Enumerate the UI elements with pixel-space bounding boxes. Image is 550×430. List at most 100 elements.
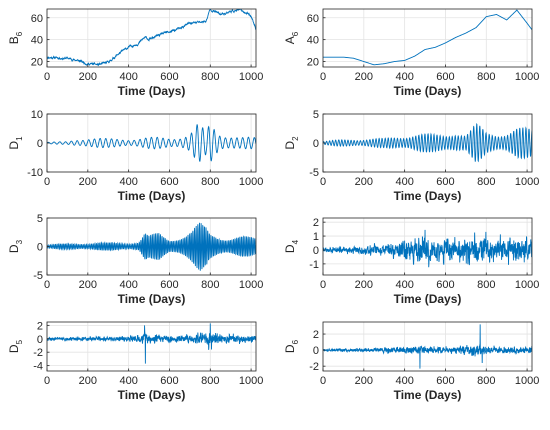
- x-axis-label: Time (Days): [394, 189, 462, 203]
- y-tick-label: 1: [313, 231, 319, 243]
- x-tick-label: 0: [320, 176, 326, 188]
- series-line: [47, 222, 256, 271]
- x-tick-label: 400: [119, 375, 137, 387]
- x-tick-label: 0: [320, 279, 326, 291]
- y-axis-label: D2: [283, 136, 300, 150]
- y-tick-label: 5: [313, 109, 319, 121]
- x-tick-label: 400: [395, 375, 413, 387]
- x-tick-label: 800: [201, 176, 219, 188]
- y-tick-label: 60: [307, 13, 319, 25]
- y-tick-label: 2: [313, 329, 319, 341]
- x-tick-label: 800: [201, 71, 219, 83]
- y-tick-label: 40: [31, 35, 43, 47]
- y-tick-label: 20: [307, 57, 319, 69]
- x-axis-label: Time (Days): [394, 84, 462, 98]
- x-tick-label: 200: [355, 375, 373, 387]
- x-tick-label: 1000: [239, 375, 263, 387]
- series-line: [47, 124, 256, 162]
- y-axis-label: D1: [7, 136, 24, 150]
- y-tick-label: 2: [37, 320, 43, 332]
- x-tick-label: 1000: [515, 375, 539, 387]
- x-tick-label: 600: [436, 176, 454, 188]
- y-tick-label: -4: [33, 361, 43, 373]
- x-axis-label: Time (Days): [118, 388, 186, 402]
- x-tick-label: 400: [395, 279, 413, 291]
- x-tick-label: 200: [79, 375, 97, 387]
- y-axis-label: D6: [283, 339, 300, 353]
- x-tick-label: 600: [160, 375, 178, 387]
- y-tick-label: -5: [33, 270, 43, 282]
- axes-box: [46, 321, 257, 372]
- x-axis-label: Time (Days): [118, 84, 186, 98]
- x-tick-label: 200: [355, 176, 373, 188]
- y-tick-label: 0: [313, 345, 319, 357]
- x-axis-label: Time (Days): [118, 292, 186, 306]
- y-tick-label: -10: [27, 167, 43, 179]
- x-tick-label: 0: [44, 176, 50, 188]
- x-tick-label: 0: [44, 279, 50, 291]
- series-line: [47, 9, 256, 67]
- x-tick-label: 1000: [239, 279, 263, 291]
- axes-box: [322, 217, 533, 276]
- plot-area: [323, 322, 532, 371]
- x-tick-label: 0: [44, 375, 50, 387]
- x-tick-label: 400: [119, 176, 137, 188]
- x-tick-label: 800: [477, 71, 495, 83]
- x-tick-label: 1000: [515, 71, 539, 83]
- x-tick-label: 600: [436, 71, 454, 83]
- x-tick-label: 0: [44, 71, 50, 83]
- x-tick-label: 200: [79, 176, 97, 188]
- x-tick-label: 200: [355, 71, 373, 83]
- panel-2: 0 200 400 600 800 1000 20 40 60 Time (Days) A6: [283, 8, 539, 98]
- x-axis-label: Time (Days): [118, 189, 186, 203]
- y-tick-label: 5: [37, 213, 43, 225]
- x-tick-label: 0: [320, 71, 326, 83]
- y-axis-label: D3: [7, 239, 24, 253]
- plot-area: [47, 322, 256, 371]
- x-tick-label: 800: [201, 375, 219, 387]
- y-axis-label: B6: [7, 31, 24, 44]
- y-tick-label: 2: [313, 217, 319, 229]
- y-tick-label: 20: [31, 57, 43, 69]
- y-tick-label: 60: [31, 13, 43, 25]
- x-tick-label: 200: [79, 71, 97, 83]
- x-tick-label: 1000: [515, 176, 539, 188]
- x-tick-label: 1000: [239, 176, 263, 188]
- x-tick-label: 600: [160, 176, 178, 188]
- x-tick-label: 800: [201, 279, 219, 291]
- x-tick-label: 600: [160, 279, 178, 291]
- series-line: [47, 323, 256, 364]
- y-axis-label: D4: [283, 239, 300, 253]
- axes-box: [322, 8, 533, 68]
- x-tick-label: 800: [477, 176, 495, 188]
- x-tick-label: 1000: [515, 279, 539, 291]
- y-tick-label: 0: [37, 242, 43, 254]
- y-axis-label: D5: [7, 339, 24, 353]
- x-tick-label: 1000: [239, 71, 263, 83]
- series-line: [323, 122, 532, 163]
- plot-area: [323, 9, 532, 67]
- x-axis-label: Time (Days): [394, 388, 462, 402]
- x-axis-label: Time (Days): [394, 292, 462, 306]
- y-tick-label: 0: [37, 334, 43, 346]
- y-tick-label: 10: [31, 109, 43, 121]
- y-axis-label: A6: [283, 31, 300, 44]
- series-line: [323, 324, 532, 369]
- y-tick-label: -5: [309, 167, 319, 179]
- y-tick-label: 40: [307, 35, 319, 47]
- series-line: [323, 229, 532, 268]
- axes-box: [46, 8, 257, 68]
- x-tick-label: 800: [477, 279, 495, 291]
- y-tick-label: -1: [309, 259, 319, 271]
- y-tick-label: -2: [33, 347, 43, 359]
- x-tick-label: 800: [477, 375, 495, 387]
- series-line: [323, 9, 532, 66]
- y-tick-label: -2: [309, 361, 319, 373]
- x-tick-label: 600: [436, 375, 454, 387]
